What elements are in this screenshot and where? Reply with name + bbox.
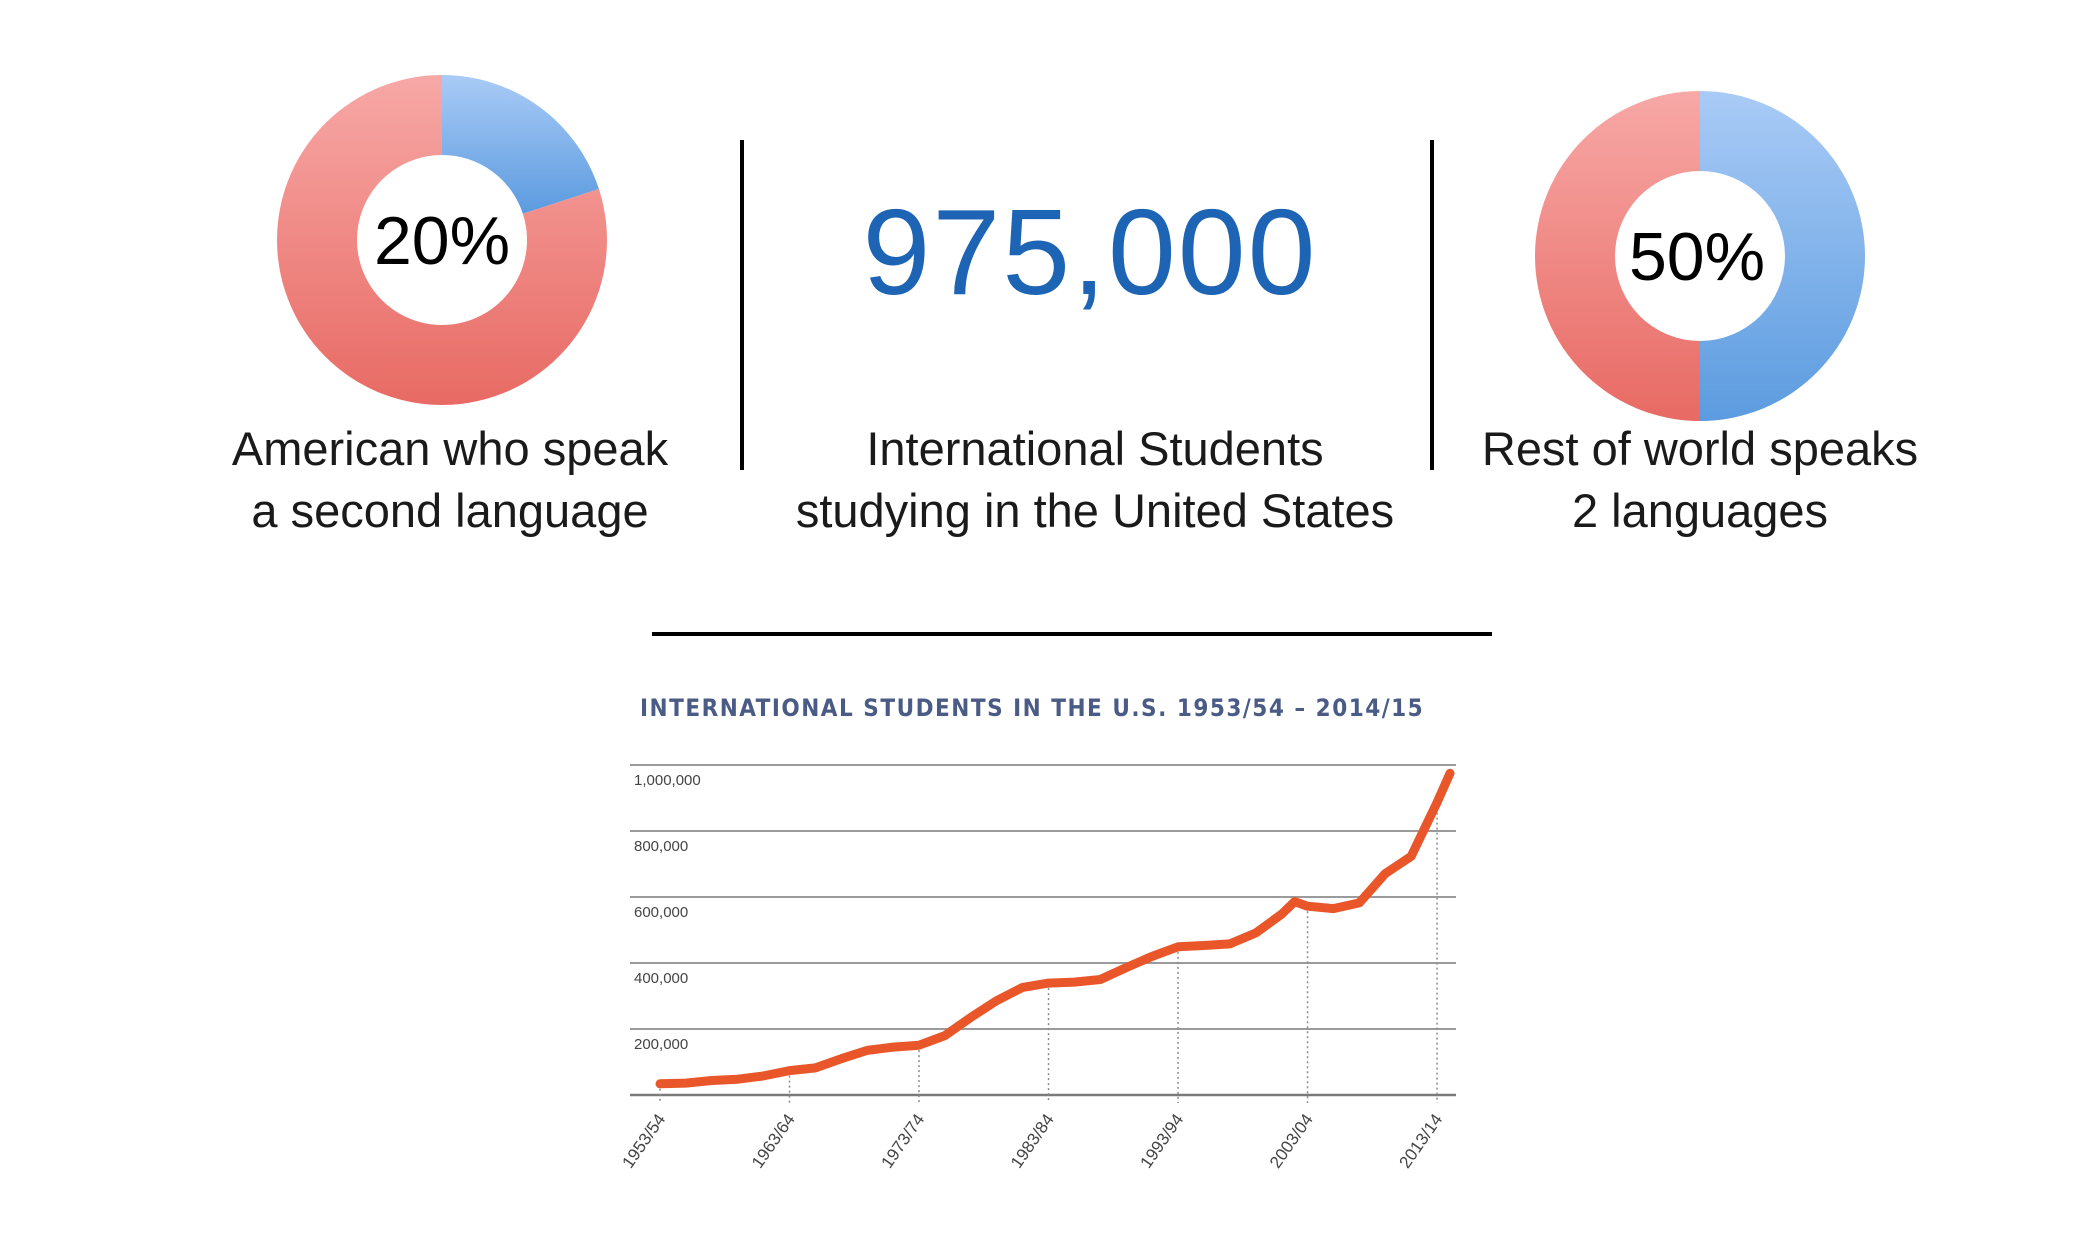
series-line-0	[655, 768, 1455, 1089]
left-caption: American who speak a second language	[150, 418, 750, 542]
x-tick-label: 1973/74	[877, 1110, 928, 1171]
line-chart: 1,000,000 800,000 600,000 400,000 200,000 195…	[620, 764, 1456, 1172]
y-tick-label: 400,000	[634, 970, 688, 987]
right-percent-label: 50%	[1628, 219, 1766, 295]
left-donut-chart	[276, 75, 607, 406]
x-tick-label: 1963/64	[748, 1110, 799, 1171]
chart-divider	[652, 632, 1492, 636]
left-percent-label: 20%	[373, 203, 511, 279]
left-caption-line1: American who speak	[231, 422, 669, 475]
y-tick-label: 800,000	[634, 838, 688, 855]
right-donut-slice-secondary	[1534, 91, 1700, 421]
x-tick-label: 1953/54	[620, 1110, 669, 1171]
right-donut-slice-primary	[1700, 91, 1865, 421]
x-tick-label: 2013/14	[1396, 1110, 1447, 1171]
x-tick-label: 2003/04	[1266, 1110, 1317, 1171]
right-caption: Rest of world speaks 2 languages	[1400, 418, 2000, 542]
middle-caption-line2: studying in the United States	[795, 484, 1395, 537]
x-tick-label: 1983/84	[1007, 1110, 1058, 1171]
right-donut-chart	[1534, 91, 1865, 421]
y-tick-label: 600,000	[634, 904, 688, 921]
y-tick-label: 1,000,000	[634, 772, 701, 789]
middle-caption: International Students studying in the U…	[745, 418, 1445, 542]
left-donut-slice-secondary	[276, 75, 607, 406]
middle-caption-line1: International Students	[866, 422, 1324, 475]
international-students-count: 975,000	[862, 184, 1318, 320]
right-caption-line1: Rest of world speaks	[1481, 422, 1919, 475]
right-caption-line2: 2 languages	[1571, 484, 1829, 537]
right-divider	[1430, 140, 1434, 470]
chart-title: INTERNATIONAL STUDENTS IN THE U.S. 1953/…	[640, 694, 1425, 722]
x-tick-label: 1993/94	[1136, 1110, 1187, 1171]
left-divider	[740, 140, 744, 470]
left-donut-slice-primary	[442, 75, 599, 214]
y-tick-label: 200,000	[634, 1036, 688, 1053]
left-caption-line2: a second language	[251, 484, 649, 537]
